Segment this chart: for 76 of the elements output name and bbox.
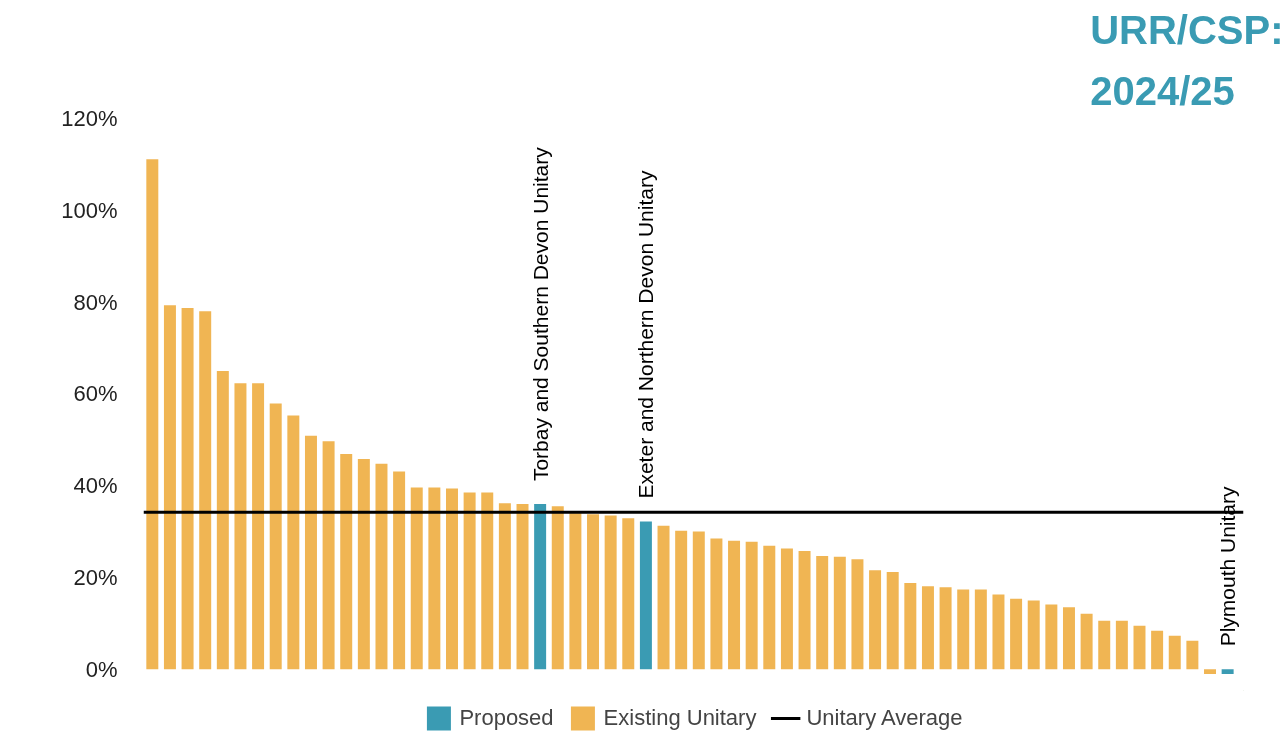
bar xyxy=(481,492,494,670)
bar xyxy=(428,487,441,670)
bar xyxy=(939,587,952,670)
bar xyxy=(1151,630,1164,670)
y-tick-label: 0% xyxy=(85,656,118,682)
bar xyxy=(992,594,1005,670)
bar xyxy=(252,383,265,670)
bar xyxy=(146,159,159,670)
bar xyxy=(269,403,282,670)
bar xyxy=(1027,600,1040,670)
bar xyxy=(516,504,529,670)
bar xyxy=(851,559,864,670)
bar xyxy=(957,589,970,670)
y-tick-label: 100% xyxy=(61,197,118,223)
bar xyxy=(974,589,987,670)
bar xyxy=(534,504,547,670)
bar xyxy=(1080,613,1093,670)
bar xyxy=(780,548,793,670)
bar xyxy=(216,370,229,670)
bar xyxy=(639,521,652,670)
bar xyxy=(798,550,811,670)
bar xyxy=(1186,640,1199,670)
bar xyxy=(675,530,688,670)
bar xyxy=(199,311,212,670)
bar xyxy=(446,488,458,670)
bar xyxy=(340,454,353,670)
bar xyxy=(304,435,317,670)
bar xyxy=(498,503,511,670)
bar xyxy=(1062,607,1075,670)
legend-label: Unitary Average xyxy=(806,705,963,731)
bar xyxy=(1133,625,1146,670)
chart-title: URR/CSP: 2024/25 xyxy=(1090,7,1281,114)
bar xyxy=(763,545,776,670)
bar xyxy=(234,383,247,670)
bar xyxy=(710,538,723,670)
bar xyxy=(1221,669,1234,674)
bar xyxy=(463,492,476,670)
bar xyxy=(1115,620,1128,670)
bar xyxy=(551,506,564,670)
bar xyxy=(587,514,600,670)
legend-label: Existing Unitary xyxy=(603,705,757,731)
bar xyxy=(357,459,370,670)
bar xyxy=(657,525,670,670)
bar xyxy=(1045,604,1058,670)
bar xyxy=(1010,598,1023,670)
bar xyxy=(921,586,934,670)
bar xyxy=(1204,669,1216,674)
x-tick-label: Torbay and Southern Devon Unitary xyxy=(528,146,552,482)
bar xyxy=(287,415,300,670)
bar xyxy=(1098,620,1111,670)
y-tick-label: 80% xyxy=(73,289,118,315)
bar xyxy=(833,556,846,670)
y-tick-label: 40% xyxy=(73,473,118,499)
bar xyxy=(886,572,899,670)
bar xyxy=(904,583,917,670)
bar xyxy=(569,513,582,670)
bar xyxy=(692,531,705,670)
bar xyxy=(604,515,617,670)
x-tick-label: Plymouth Unitary xyxy=(1216,485,1240,647)
bar xyxy=(869,570,882,670)
bar xyxy=(181,308,194,670)
bar xyxy=(816,555,829,670)
bar xyxy=(375,463,388,670)
bar xyxy=(393,471,406,670)
bar xyxy=(1168,635,1181,670)
y-tick-label: 120% xyxy=(61,106,118,131)
bar xyxy=(322,441,335,670)
bar xyxy=(745,541,758,670)
bar xyxy=(163,305,176,670)
x-tick-label: Exeter and Northern Devon Unitary xyxy=(634,170,658,499)
y-tick-label: 20% xyxy=(73,565,118,591)
bar xyxy=(622,518,635,670)
bar xyxy=(410,487,423,670)
y-tick-label: 60% xyxy=(73,381,118,407)
legend-label: Proposed xyxy=(459,705,554,731)
bar xyxy=(728,540,741,670)
